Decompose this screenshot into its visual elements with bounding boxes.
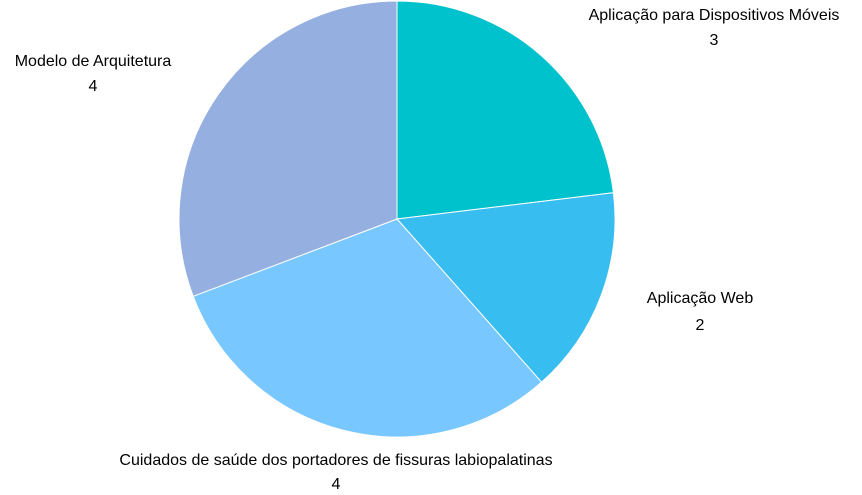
slice-value-web-app: 2: [696, 317, 705, 334]
slice-mobile-app: [396, 0, 614, 220]
slice-web-app: [395, 192, 616, 383]
slice-value-mobile-app: 3: [710, 32, 719, 49]
slice-label-health-care: Cuidados de saúde dos portadores de fiss…: [119, 452, 552, 469]
slice-label-web-app: Aplicação Web: [647, 290, 754, 307]
slice-label-mobile-app: Aplicação para Dispositivos Móveis: [589, 7, 840, 24]
slice-value-health-care: 4: [332, 476, 341, 493]
slice-label-architecture-model: Modelo de Arquitetura: [15, 53, 172, 70]
pie-labels: Aplicação para Dispositivos Móveis 3 Apl…: [15, 7, 840, 493]
pie-slices: [178, 0, 616, 438]
slice-health-care: [192, 218, 543, 438]
slice-value-architecture-model: 4: [89, 78, 98, 95]
slice-architecture-model: [178, 0, 398, 297]
